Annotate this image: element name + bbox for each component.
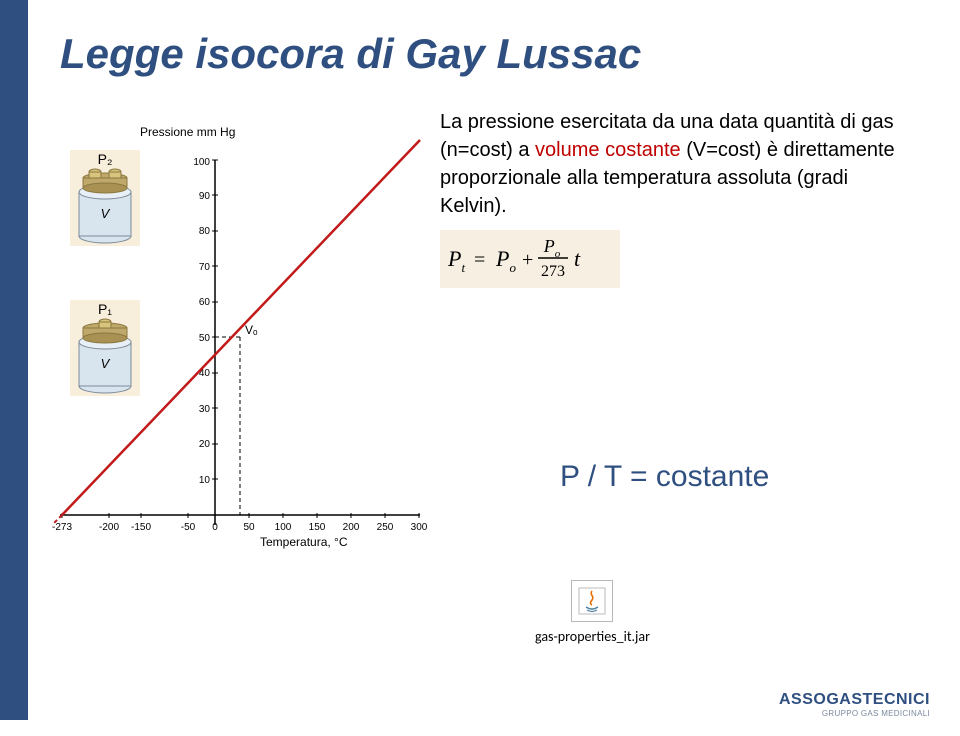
footer-logo: ASSOGASTECNICI GRUPPO GAS MEDICINALI xyxy=(779,691,930,718)
body-red: volume costante xyxy=(535,139,681,161)
svg-text:60: 60 xyxy=(199,297,211,308)
svg-text:-273: -273 xyxy=(52,522,72,533)
svg-text:50: 50 xyxy=(199,333,211,344)
java-jar-icon xyxy=(571,580,613,622)
svg-text:30: 30 xyxy=(199,404,211,415)
svg-text:P₂: P₂ xyxy=(98,151,113,167)
footer-logo-main: ASSOGASTECNICI xyxy=(779,691,930,709)
svg-text:-150: -150 xyxy=(131,522,151,533)
chart-y-label: Pressione mm Hg xyxy=(140,125,235,139)
pt-equation: P / T = costante xyxy=(560,460,769,494)
svg-text:90: 90 xyxy=(199,191,211,202)
formula-image: Pt = Po + Po 273 t xyxy=(440,230,620,288)
pressure-temperature-chart: Pressione mm Hg 10 20 30 40 50 60 70 80 … xyxy=(50,120,430,550)
svg-text:100: 100 xyxy=(193,157,210,168)
svg-text:-50: -50 xyxy=(181,522,196,533)
svg-text:0: 0 xyxy=(212,522,218,533)
svg-text:V: V xyxy=(101,206,111,221)
svg-text:-200: -200 xyxy=(99,522,119,533)
svg-text:300: 300 xyxy=(411,522,428,533)
svg-text:V: V xyxy=(101,356,111,371)
footer-logo-sub: GRUPPO GAS MEDICINALI xyxy=(779,709,930,718)
svg-text:70: 70 xyxy=(199,262,211,273)
left-accent-bar xyxy=(0,0,28,720)
svg-text:273: 273 xyxy=(541,263,565,280)
svg-text:250: 250 xyxy=(377,522,394,533)
svg-text:20: 20 xyxy=(199,439,211,450)
chart-x-label: Temperatura, °C xyxy=(260,535,348,549)
cylinder-p2: P₂ V xyxy=(70,150,140,246)
jar-filename: gas-properties_it.jar xyxy=(535,628,650,645)
svg-text:100: 100 xyxy=(275,522,292,533)
chart-vo-label: Vₒ xyxy=(245,323,258,337)
page-title: Legge isocora di Gay Lussac xyxy=(60,30,641,78)
cylinder-p1: P₁ V xyxy=(70,300,140,396)
svg-text:150: 150 xyxy=(309,522,326,533)
svg-text:80: 80 xyxy=(199,226,211,237)
jar-file-block[interactable]: gas-properties_it.jar xyxy=(535,580,650,645)
svg-text:10: 10 xyxy=(199,475,211,486)
svg-text:t: t xyxy=(574,246,581,271)
svg-text:+: + xyxy=(522,249,533,271)
svg-text:200: 200 xyxy=(343,522,360,533)
body-text: La pressione esercitata da una data quan… xyxy=(440,108,910,220)
svg-text:P₁: P₁ xyxy=(98,301,112,317)
svg-text:50: 50 xyxy=(243,522,255,533)
svg-text:=: = xyxy=(474,249,485,271)
